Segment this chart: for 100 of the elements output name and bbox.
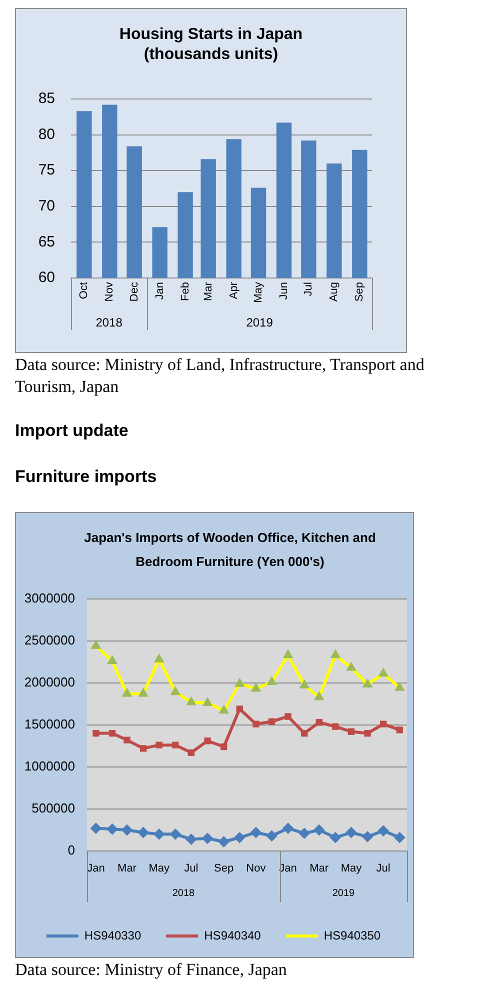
point xyxy=(330,832,341,844)
point xyxy=(220,743,228,750)
x-tick-label: May xyxy=(252,282,265,303)
x-tick-label: Apr xyxy=(228,282,240,300)
y-tick-label: 0 xyxy=(68,842,75,858)
source-note: Data source: Ministry of Finance, Japan xyxy=(15,959,288,981)
legend-label: HS940350 xyxy=(324,928,381,942)
x-tick-label: Sep xyxy=(354,282,366,302)
x-tick-label: May xyxy=(148,862,170,875)
point xyxy=(298,828,310,839)
source-note: Data source: Ministry of Land, Infrastructure, Transport and Tourism, Japan xyxy=(15,354,426,398)
point xyxy=(251,683,261,692)
point xyxy=(362,831,374,842)
point xyxy=(394,682,404,691)
x-tick-label: Jan xyxy=(154,282,166,300)
point xyxy=(107,656,118,664)
point xyxy=(346,662,356,671)
x-tick-label: Feb xyxy=(179,282,192,301)
x-tick-label: Jan xyxy=(279,862,297,875)
x-tick-label: Jul xyxy=(376,862,390,875)
point xyxy=(188,749,195,756)
point xyxy=(250,827,262,838)
point xyxy=(202,832,214,844)
x-tick-label: Jul xyxy=(302,282,315,296)
y-tick-label: 500000 xyxy=(32,800,75,816)
x-tick-label: Nov xyxy=(246,862,266,875)
chart-title: Japan's Imports of Wooden Office, Kitchen and Bedroom Furniture (Yen 000's) xyxy=(83,529,377,571)
legend-label: HS940330 xyxy=(84,928,142,942)
x-tick-label: Dec xyxy=(128,282,140,302)
point xyxy=(266,676,277,686)
y-tick-label: 2500000 xyxy=(24,632,75,648)
point xyxy=(266,830,278,842)
text: Furniture imports xyxy=(15,466,158,488)
point xyxy=(138,688,148,697)
point xyxy=(140,745,147,752)
point xyxy=(346,827,357,838)
y-tick-label: 85 xyxy=(38,90,55,108)
x-tick-label: Jun xyxy=(278,282,290,300)
legend-label: HS940340 xyxy=(204,928,262,942)
point xyxy=(124,736,130,744)
point xyxy=(378,825,389,836)
point xyxy=(92,730,100,737)
point xyxy=(202,698,212,706)
y-tick-label: 65 xyxy=(38,233,55,250)
point xyxy=(186,696,196,706)
point xyxy=(332,723,339,730)
point xyxy=(218,836,230,848)
point xyxy=(90,822,102,834)
point xyxy=(122,688,132,697)
x-tick-label: Mar xyxy=(310,862,329,875)
point xyxy=(394,832,406,844)
point xyxy=(252,720,260,728)
text: Import update xyxy=(15,420,130,442)
point xyxy=(284,713,292,720)
point xyxy=(300,680,310,688)
y-tick-label: 3000000 xyxy=(24,590,75,606)
y-tick-label: 2000000 xyxy=(24,674,75,690)
y-tick-label: 75 xyxy=(38,162,55,179)
point xyxy=(380,720,387,728)
point xyxy=(234,832,246,844)
x-tick-label: Nov xyxy=(104,282,116,302)
point xyxy=(236,706,243,712)
point xyxy=(170,828,181,840)
point xyxy=(172,742,179,748)
x-tick-label: Aug xyxy=(328,282,340,302)
x-tick-label: Jan xyxy=(87,862,105,875)
y-tick-label: 80 xyxy=(38,126,55,143)
point xyxy=(234,678,244,687)
text: 2019 xyxy=(246,315,274,330)
x-tick-label: Oct xyxy=(78,282,90,300)
y-tick-label: 70 xyxy=(38,198,55,215)
point xyxy=(268,718,276,725)
text: 2018 xyxy=(172,888,196,899)
point xyxy=(106,824,118,835)
point xyxy=(138,827,149,838)
y-tick-label: 1000000 xyxy=(24,758,75,774)
point xyxy=(283,650,293,658)
point xyxy=(362,679,372,688)
point xyxy=(122,824,132,836)
point xyxy=(314,824,325,836)
point xyxy=(170,686,180,696)
point xyxy=(316,719,322,726)
point xyxy=(219,705,229,714)
y-tick-label: 60 xyxy=(38,269,55,286)
point xyxy=(156,742,162,748)
point xyxy=(108,730,116,737)
x-tick-label: Jul xyxy=(184,862,198,875)
chart-title: Housing Starts in Japan (thousands units) xyxy=(118,25,304,65)
point xyxy=(282,822,294,834)
point xyxy=(348,728,355,735)
point xyxy=(330,650,340,658)
x-tick-label: Sep xyxy=(214,862,234,875)
x-tick-label: Mar xyxy=(118,862,137,875)
text: 2018 xyxy=(96,315,123,330)
point xyxy=(301,730,308,737)
x-tick-label: Mar xyxy=(202,282,214,301)
point xyxy=(91,640,101,649)
point xyxy=(314,692,324,700)
text: 2019 xyxy=(332,888,356,899)
point xyxy=(396,726,403,734)
